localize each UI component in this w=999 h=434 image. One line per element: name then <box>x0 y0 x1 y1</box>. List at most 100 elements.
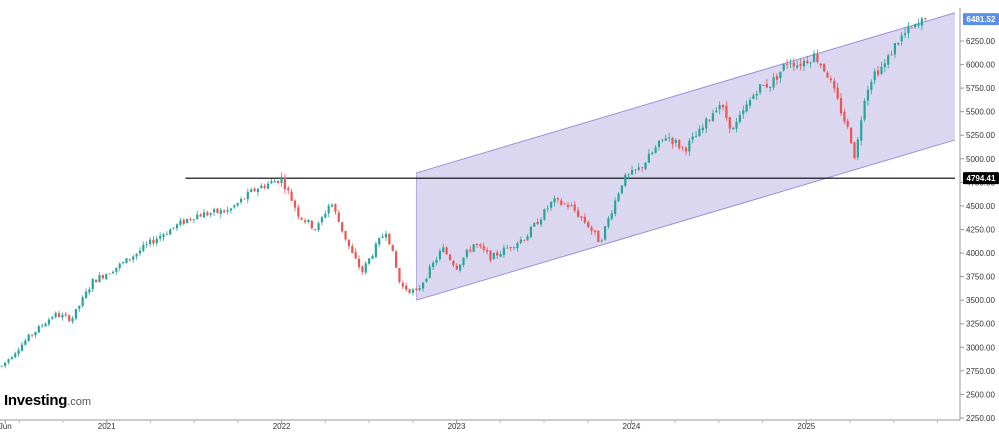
candle <box>910 26 913 29</box>
candle <box>796 61 799 70</box>
candle-body <box>772 77 775 88</box>
candle <box>526 233 529 241</box>
candle-body <box>465 250 468 257</box>
candle <box>421 281 425 292</box>
candle-body <box>432 262 435 268</box>
candle <box>442 243 445 253</box>
candle-body <box>462 257 465 265</box>
candle-body <box>910 27 913 29</box>
candle-body <box>836 87 839 99</box>
candle-body <box>165 233 168 235</box>
candle-body <box>317 223 320 231</box>
candle <box>132 254 135 264</box>
candle <box>391 244 394 252</box>
candle-body <box>725 105 728 119</box>
candle <box>448 253 452 261</box>
candle-body <box>351 246 354 253</box>
candle-body <box>395 251 398 268</box>
candle-body <box>796 65 799 68</box>
candle-body <box>728 117 731 129</box>
candle <box>792 58 795 71</box>
candle <box>88 287 91 295</box>
candle <box>361 265 364 275</box>
candle <box>374 241 377 259</box>
candle <box>432 260 435 270</box>
candle-body <box>829 78 832 81</box>
candle <box>624 172 627 187</box>
candle-body <box>20 344 24 351</box>
candle-body <box>519 239 522 243</box>
candle <box>327 203 330 218</box>
candle <box>779 71 782 83</box>
candle-body <box>887 55 890 65</box>
candle <box>54 311 57 319</box>
candle-body <box>860 120 863 141</box>
candle <box>593 230 597 236</box>
candle-body <box>411 289 415 293</box>
level-badge-label: 4794.41 <box>967 174 996 183</box>
candle <box>850 126 853 144</box>
candle <box>651 151 654 155</box>
candle-body <box>920 18 923 26</box>
candle <box>290 188 293 202</box>
candle <box>668 132 671 142</box>
candle <box>223 209 226 214</box>
y-tick-label: 4500.00 <box>966 202 995 211</box>
candle-body <box>68 315 71 322</box>
candle-body <box>428 266 431 278</box>
candle <box>314 228 317 232</box>
candle-body <box>617 193 620 202</box>
candle-body <box>715 110 718 113</box>
candle-body <box>486 250 489 252</box>
candle <box>425 277 428 283</box>
candle-body <box>698 128 701 137</box>
candle <box>775 73 779 85</box>
candle-body <box>442 247 445 253</box>
candle <box>162 232 165 241</box>
candle-body <box>691 136 694 140</box>
candle-body <box>587 222 590 228</box>
candle-body <box>762 85 765 86</box>
candle <box>78 305 81 312</box>
candle-body <box>620 185 624 194</box>
candle-body <box>573 204 576 211</box>
candle-body <box>61 315 64 318</box>
candle-body <box>384 233 388 238</box>
candle <box>303 218 307 225</box>
candle <box>71 316 74 324</box>
candle <box>836 82 839 100</box>
candle-body <box>903 33 907 35</box>
candle-body <box>833 81 836 89</box>
candle <box>600 238 603 243</box>
candle <box>759 83 762 96</box>
candle <box>320 215 324 226</box>
candle <box>614 197 617 217</box>
candle <box>462 257 465 268</box>
candle <box>560 198 563 207</box>
candle <box>610 210 613 221</box>
candle <box>74 308 77 320</box>
candle-body <box>354 251 357 259</box>
channel-upper-line <box>416 12 956 174</box>
candle <box>876 66 880 78</box>
candle-body <box>401 282 404 287</box>
candle-body <box>839 98 843 114</box>
candle <box>678 139 681 151</box>
candle <box>590 225 593 235</box>
candle-body <box>314 229 317 230</box>
candle <box>627 173 630 180</box>
candle-body <box>209 213 212 215</box>
candle-body <box>327 205 330 214</box>
candle <box>192 218 195 223</box>
y-tick-label: 5500.00 <box>966 108 995 117</box>
candle <box>482 242 485 253</box>
candle-body <box>361 266 364 272</box>
x-tick-label: 2021 <box>98 422 116 429</box>
candle-body <box>637 167 640 170</box>
candle-body <box>597 230 600 243</box>
candle-body <box>671 137 674 144</box>
candle <box>664 134 667 142</box>
candle-body <box>81 297 84 306</box>
candle-body <box>74 308 77 319</box>
candle-body <box>266 183 270 189</box>
